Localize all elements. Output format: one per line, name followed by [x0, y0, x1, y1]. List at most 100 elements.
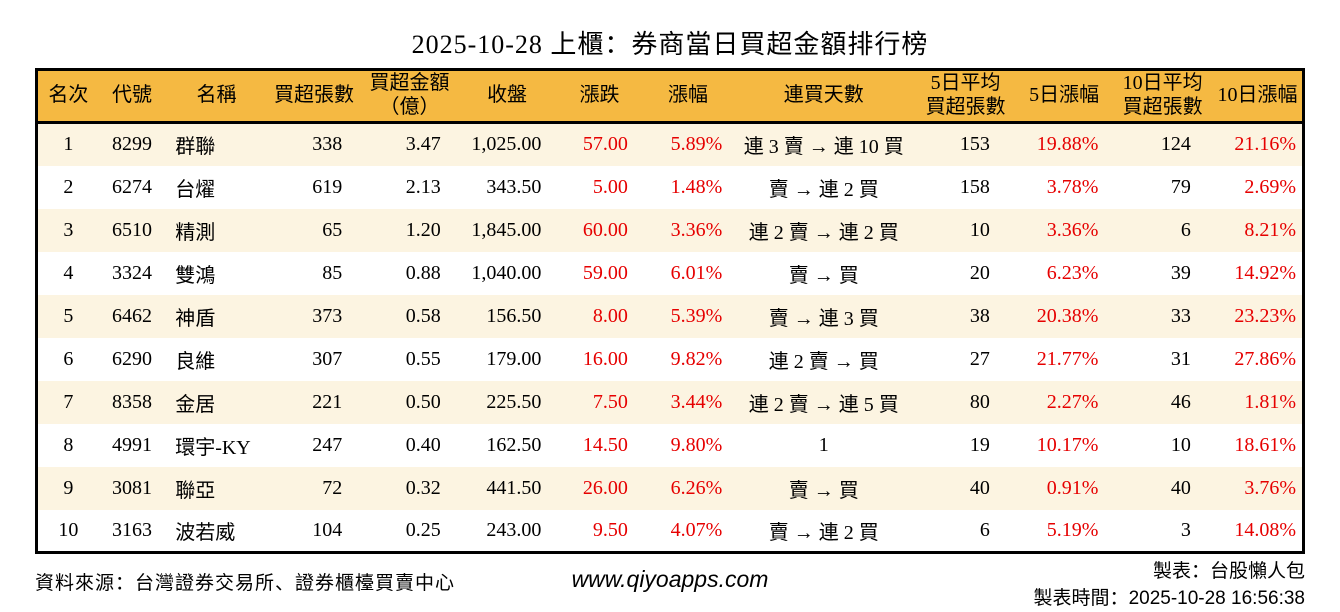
cell-pct: 6.01%: [670, 261, 723, 284]
cell-pct10: 27.86%: [1234, 347, 1296, 370]
cell-pct: 1.48%: [670, 175, 723, 198]
cell-pct5: 2.27%: [1046, 390, 1099, 413]
cell-rank: 7: [63, 390, 74, 413]
table-row: 6 6290 良維 307 0.55 179.00 16.00 9.82% 連 2 賣 → 買 2…: [37, 338, 1304, 381]
cell-pct: 4.07%: [670, 518, 723, 541]
page-title: 2025-10-28 上櫃：券商當日買超金額排行榜: [411, 30, 929, 59]
cell-avg5: 20: [969, 261, 990, 284]
cell-avg5: 10: [969, 218, 990, 241]
cell-pct10: 23.23%: [1234, 304, 1296, 327]
cell-lots: 85: [322, 261, 343, 284]
cell-avg10: 39: [1170, 261, 1191, 284]
cell-close: 179.00: [486, 347, 542, 370]
header-avg10-lots: 10日平均 買超張數: [1122, 72, 1203, 118]
cell-change: 60.00: [582, 218, 628, 241]
cell-avg10: 40: [1170, 476, 1191, 499]
cell-change: 8.00: [592, 304, 628, 327]
cell-lots: 307: [312, 347, 343, 370]
cell-rank: 3: [63, 218, 74, 241]
cell-streak: 1: [818, 433, 829, 456]
cell-lots: 104: [312, 518, 343, 541]
cell-rank: 5: [63, 304, 74, 327]
cell-amount: 0.32: [405, 476, 441, 499]
cell-avg5: 27: [969, 347, 990, 370]
cell-change: 7.50: [592, 390, 628, 413]
cell-amount: 2.13: [405, 175, 441, 198]
cell-change: 59.00: [582, 261, 628, 284]
cell-name: 波若威: [175, 521, 236, 544]
header-change: 漲跌: [579, 84, 620, 107]
cell-streak: 連 2 賣 → 連 5 買: [748, 393, 899, 416]
cell-pct5: 10.17%: [1036, 433, 1099, 456]
cell-avg5: 158: [959, 175, 990, 198]
cell-lots: 247: [312, 433, 343, 456]
cell-avg10: 79: [1170, 175, 1191, 198]
cell-rank: 10: [58, 518, 79, 541]
cell-close: 162.50: [486, 433, 542, 456]
cell-name: 聯亞: [175, 479, 216, 502]
cell-code: 3324: [112, 261, 153, 284]
maker-credit: 製表：台股懶人包: [1152, 561, 1305, 582]
header-buy-streak: 連買天數: [783, 84, 864, 107]
table-row: 7 8358 金居 221 0.50 225.50 7.50 3.44% 連 2 賣 → 連 5…: [36, 380, 1304, 424]
cell-name: 精測: [175, 221, 216, 244]
cell-amount: 0.55: [405, 347, 441, 370]
cell-lots: 338: [312, 133, 343, 156]
table-row: 5 6462 神盾 373 0.58 156.50 8.00 5.39% 賣 → 連 3 買 38…: [36, 294, 1304, 338]
cell-rank: 8: [63, 433, 74, 456]
cell-lots: 72: [322, 476, 343, 499]
header-5day-pct: 5日漲幅: [1029, 84, 1100, 107]
cell-pct: 3.44%: [670, 390, 723, 413]
header-change-pct: 漲幅: [668, 84, 709, 107]
cell-rank: 1: [63, 133, 74, 156]
cell-amount: 0.40: [405, 433, 441, 456]
cell-close: 243.00: [486, 518, 542, 541]
table-body: 1 8299 群聯 338 3.47 1,025.00 57.00 5.89% 連 3 賣 → …: [36, 122, 1304, 553]
cell-close: 1,040.00: [471, 261, 542, 284]
ranking-table: 名次 代號 名稱 買超張數 買超金額 （億） 收盤 漲跌 漲幅 連買天數 5日平…: [35, 68, 1305, 554]
cell-rank: 9: [63, 476, 74, 499]
cell-lots: 619: [312, 175, 343, 198]
cell-avg10: 31: [1170, 347, 1191, 370]
cell-pct10: 14.92%: [1234, 261, 1296, 284]
made-at-timestamp: 2025-10-28 16:56:38: [1128, 588, 1305, 609]
cell-close: 225.50: [486, 390, 542, 413]
cell-pct5: 3.36%: [1046, 218, 1099, 241]
cell-streak: 賣 → 買: [788, 264, 859, 287]
cell-pct5: 20.38%: [1036, 304, 1099, 327]
cell-pct5: 6.23%: [1046, 261, 1099, 284]
header-avg5-lots: 5日平均 買超張數: [925, 72, 1006, 118]
cell-change: 57.00: [582, 133, 628, 156]
cell-code: 3081: [112, 476, 153, 499]
cell-pct: 9.82%: [670, 347, 723, 370]
cell-avg5: 80: [969, 390, 990, 413]
cell-pct5: 19.88%: [1036, 133, 1099, 156]
cell-name: 群聯: [175, 136, 216, 159]
cell-name: 環宇-KY: [175, 436, 251, 459]
cell-code: 6462: [112, 304, 153, 327]
cell-avg10: 10: [1170, 433, 1191, 456]
cell-pct5: 3.78%: [1046, 175, 1099, 198]
cell-code: 6290: [112, 347, 153, 370]
cell-code: 8299: [112, 133, 153, 156]
cell-name: 神盾: [175, 307, 216, 330]
cell-code: 6274: [112, 175, 153, 198]
table-row: 3 6510 精測 65 1.20 1,845.00 60.00 3.36% 連 2 賣 → 連…: [36, 208, 1304, 252]
header-net-buy-amount: 買超金額 （億）: [369, 72, 450, 118]
cell-amount: 0.88: [405, 261, 441, 284]
cell-amount: 0.58: [405, 304, 441, 327]
cell-pct10: 8.21%: [1244, 218, 1296, 241]
cell-avg10: 124: [1160, 133, 1191, 156]
cell-pct: 6.26%: [670, 476, 723, 499]
cell-pct10: 1.81%: [1244, 390, 1296, 413]
cell-change: 9.50: [592, 518, 628, 541]
cell-avg5: 153: [959, 133, 990, 156]
cell-change: 5.00: [592, 175, 628, 198]
cell-close: 343.50: [486, 175, 542, 198]
header-net-buy-lots: 買超張數: [274, 84, 355, 107]
table-row: 10 3163 波若威 104 0.25 243.00 9.50 4.07% 賣 → 連 2 買…: [37, 510, 1304, 553]
cell-pct5: 0.91%: [1046, 476, 1099, 499]
cell-name: 台燿: [175, 178, 216, 201]
cell-rank: 6: [63, 347, 74, 370]
cell-close: 441.50: [486, 476, 542, 499]
